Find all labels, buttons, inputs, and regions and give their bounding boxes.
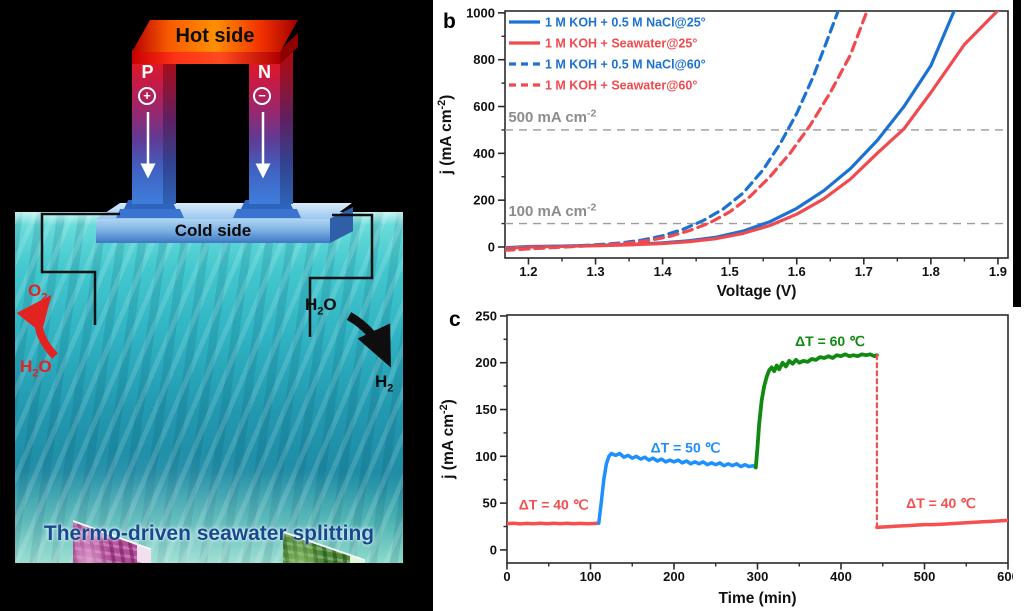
- annotation-label: ΔT = 60 ℃: [795, 333, 865, 349]
- n-leg-foot-base: [233, 209, 301, 218]
- y-tick-label: 200: [475, 355, 497, 370]
- h2o-cathode-label: H2O: [305, 295, 337, 318]
- x-tick-label: 1.2: [519, 264, 537, 279]
- legend-label: 1 M KOH + Seawater@25°: [545, 37, 697, 51]
- x-tick-label: 200: [663, 569, 685, 584]
- hot-side-bar-front: [132, 50, 280, 64]
- y-tick-label: 400: [473, 146, 495, 161]
- x-tick-label: 1.3: [587, 264, 605, 279]
- y-tick-label: 600: [473, 99, 495, 114]
- cold-side-label: Cold side: [174, 221, 252, 240]
- x-tick-label: 600: [997, 569, 1013, 584]
- seawater-background: [15, 212, 403, 563]
- series-c: [753, 352, 879, 470]
- x-tick-label: 1.9: [989, 264, 1007, 279]
- x-tick-label: 300: [747, 569, 769, 584]
- chart-b-polarization-curves: 1.2 1.3 1.4 1.5 1.6 1.7 1.8 1.9 0 200 400 600 800 100…: [436, 5, 1009, 300]
- series-b: [505, 11, 840, 252]
- p-type-leg-side: [163, 52, 176, 204]
- y-tick-label: 50: [483, 496, 497, 511]
- x-tick-label: 1.7: [855, 264, 873, 279]
- p-leg-foot: [124, 200, 176, 209]
- annotation-label: ΔT = 40 ℃: [906, 495, 976, 511]
- reference-label: 100 mA cm-2: [508, 201, 596, 220]
- p-leg-foot-base: [116, 209, 184, 218]
- y-tick-label: 200: [473, 193, 495, 208]
- series-c: [875, 518, 1008, 530]
- p-label: P: [141, 62, 154, 82]
- x-tick-label: 400: [830, 569, 852, 584]
- x-tick-label: 1.6: [788, 264, 806, 279]
- y-axis-title: j (mA cm-2): [436, 95, 455, 176]
- figure-caption: Thermo-driven seawater splitting: [43, 522, 375, 545]
- y-tick-label: 250: [475, 308, 497, 323]
- chart-panel-background: [433, 0, 1013, 611]
- n-label: N: [258, 62, 271, 82]
- thermoelectric-illustration: Cold side Hot side P N + −: [0, 0, 433, 611]
- legend-label: 1 M KOH + 0.5 M NaCl@60°: [545, 58, 706, 72]
- panel-label: b: [443, 10, 456, 33]
- y-tick-label: 0: [490, 542, 497, 557]
- y-tick-label: 100: [475, 449, 497, 464]
- x-axis-title: Time (min): [718, 590, 796, 607]
- hot-side-label: Hot side: [175, 25, 255, 47]
- x-tick-label: 0: [503, 569, 510, 584]
- hot-side-bar: Hot side: [132, 20, 298, 52]
- n-leg-foot: [241, 200, 293, 209]
- plot-frame: [504, 10, 1009, 259]
- x-tick-label: 1.5: [721, 264, 739, 279]
- n-type-leg: [249, 52, 280, 204]
- annotation-label: ΔT = 40 ℃: [519, 497, 589, 513]
- y-tick-label: 800: [473, 52, 495, 67]
- x-tick-label: 1.4: [654, 264, 673, 279]
- legend-label: 1 M KOH + Seawater@60°: [545, 79, 697, 93]
- y-tick-label: 1000: [466, 5, 495, 20]
- x-tick-label: 500: [914, 569, 936, 584]
- h2-label: H2: [375, 372, 394, 395]
- right-black-strip: [1013, 0, 1021, 307]
- cold-side-bar: Cold side: [96, 219, 330, 243]
- series-b: [505, 11, 869, 252]
- x-axis-title: Voltage (V): [717, 283, 797, 300]
- minus-terminal-icon: −: [253, 87, 271, 105]
- annotation-label: ΔT = 50 ℃: [651, 440, 721, 456]
- series-c: [597, 451, 758, 525]
- h2o-anode-label: H2O: [20, 357, 52, 380]
- x-tick-label: 1.8: [922, 264, 940, 279]
- panel-label: c: [449, 308, 461, 331]
- plus-terminal-icon: +: [138, 87, 156, 105]
- n-type-leg-side: [280, 52, 293, 204]
- series-c: [507, 521, 601, 526]
- reference-label: 500 mA cm-2: [508, 107, 596, 126]
- y-axis-title: j (mA cm-2): [438, 399, 457, 480]
- chart-c-chronoamperometry: 0 100 200 300 400 500 600 0 50 100 150 200 250 ΔT = 4…: [438, 308, 1013, 607]
- y-tick-label: 0: [488, 239, 495, 254]
- x-tick-label: 100: [580, 569, 602, 584]
- legend-label: 1 M KOH + 0.5 M NaCl@25°: [545, 16, 706, 30]
- o2-label: O2: [28, 281, 48, 304]
- y-tick-label: 150: [475, 402, 497, 417]
